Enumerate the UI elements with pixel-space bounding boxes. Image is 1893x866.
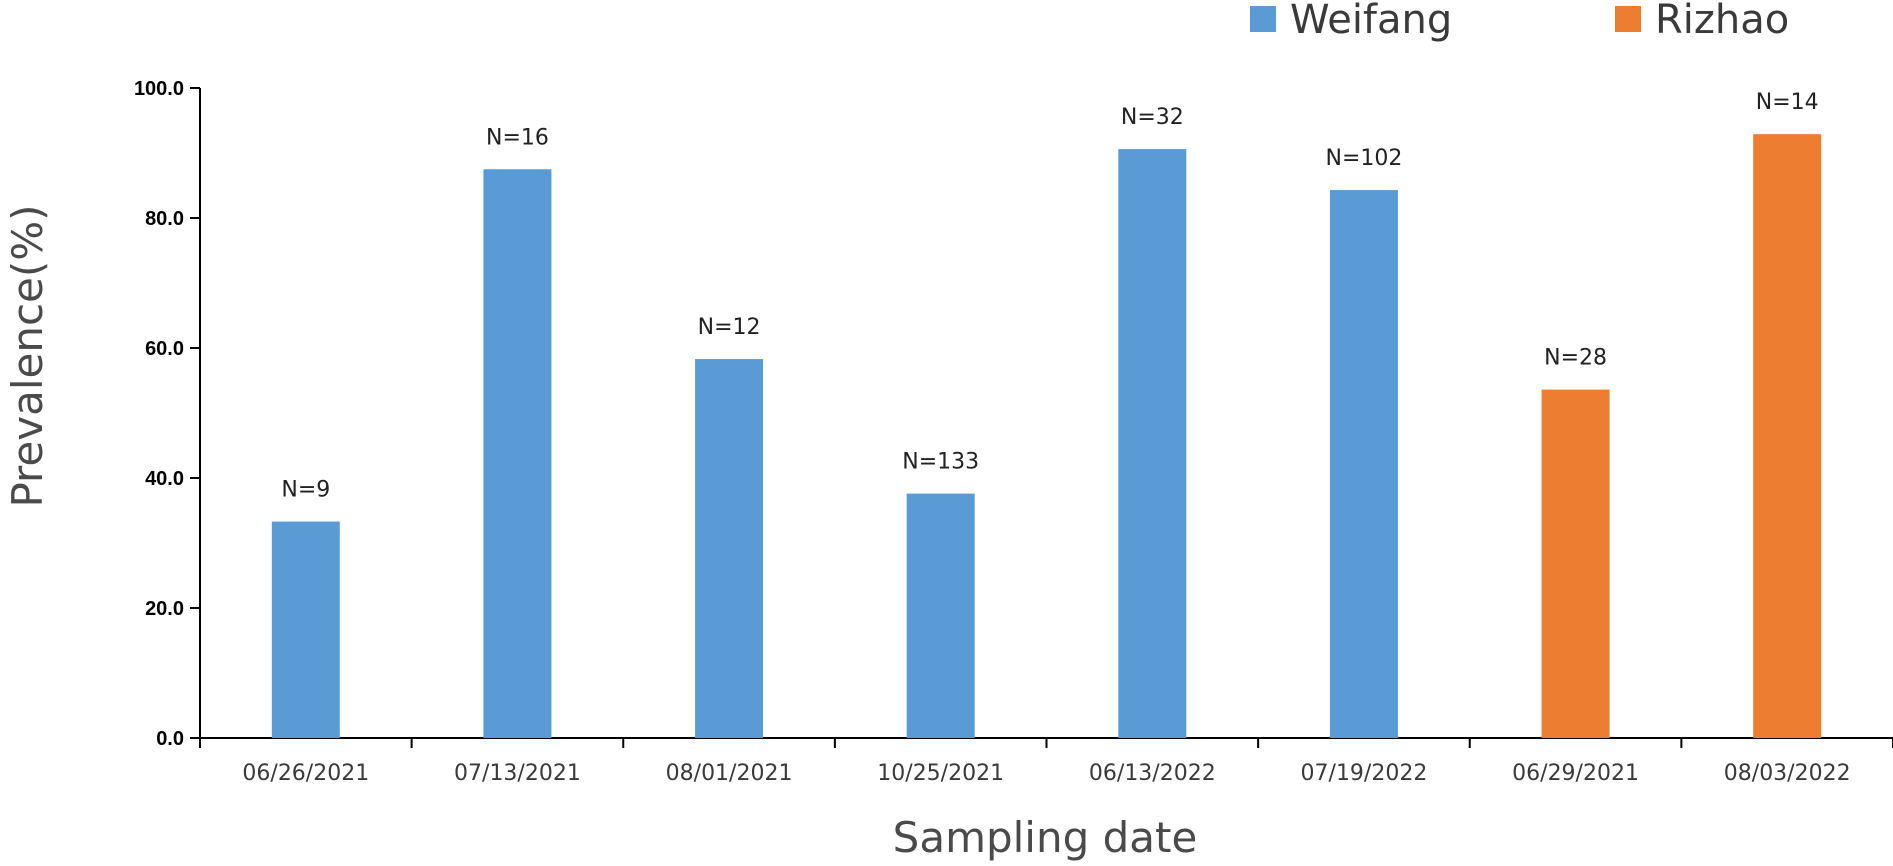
data-label: N=133: [902, 450, 979, 475]
legend-swatch-rizhao: [1615, 6, 1641, 32]
x-axis-title: Sampling date: [893, 813, 1198, 862]
x-tick-label: 10/25/2021: [877, 761, 1004, 786]
bar-weifang: [483, 169, 552, 738]
x-tick-label: 06/29/2021: [1512, 761, 1639, 786]
x-tick-label: 08/03/2022: [1724, 761, 1851, 786]
y-tick-label: 100.0: [134, 78, 184, 100]
data-label: N=14: [1756, 90, 1819, 115]
data-label: N=16: [486, 125, 549, 150]
data-label: N=12: [698, 315, 761, 340]
x-tick-label: 06/13/2022: [1089, 761, 1216, 786]
legend-label-weifang: Weifang: [1290, 0, 1452, 43]
x-tick-label: 06/26/2021: [242, 761, 369, 786]
bar-weifang: [906, 493, 975, 738]
y-tick-label: 80.0: [145, 208, 184, 230]
y-tick-label: 20.0: [145, 598, 184, 620]
x-tick-label: 07/13/2021: [454, 761, 581, 786]
bar-weifang: [271, 521, 340, 738]
x-tick-label: 08/01/2021: [666, 761, 793, 786]
data-label: N=102: [1325, 146, 1402, 171]
y-tick-label: 0.0: [156, 728, 184, 750]
y-tick-label: 40.0: [145, 468, 184, 490]
bar-rizhao: [1541, 389, 1610, 738]
y-axis-title: Prevalence(%): [3, 204, 52, 507]
bar-weifang: [1118, 149, 1187, 739]
data-label: N=32: [1121, 105, 1184, 130]
bar-rizhao: [1753, 134, 1822, 738]
data-label: N=28: [1544, 346, 1607, 371]
legend-swatch-weifang: [1250, 6, 1276, 32]
bar-weifang: [695, 359, 764, 738]
legend-label-rizhao: Rizhao: [1655, 0, 1789, 43]
legend: Weifang Rizhao: [1250, 0, 1789, 43]
bar-weifang: [1329, 190, 1398, 739]
data-label: N=9: [281, 478, 330, 503]
plot-area: 0.0 20.0 40.0 60.0 80.0 100.0 N=9 06/26/2021 N=1…: [134, 78, 1893, 786]
y-tick-label: 60.0: [145, 338, 184, 360]
x-tick-label: 07/19/2022: [1301, 761, 1428, 786]
